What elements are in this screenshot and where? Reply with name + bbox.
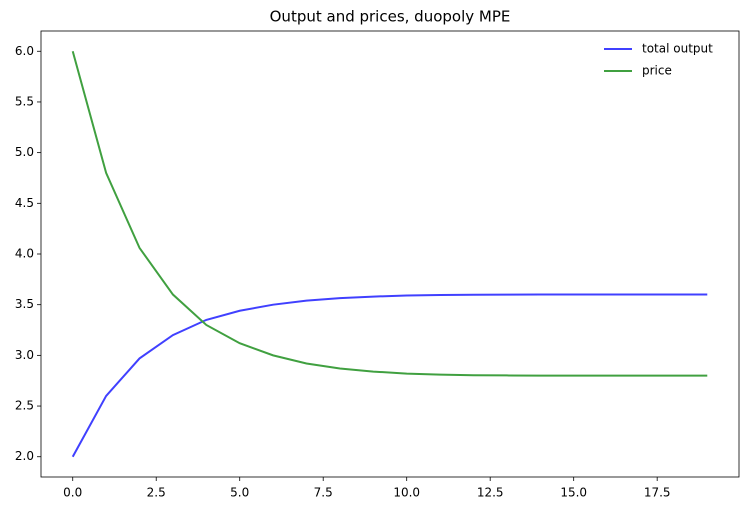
y-tick-label: 3.5 <box>15 297 34 311</box>
x-tick-label: 5.0 <box>230 486 249 500</box>
series-line <box>71 51 708 377</box>
y-tick-label: 5.0 <box>15 145 34 159</box>
x-tick-label: 7.5 <box>314 486 333 500</box>
x-tick-label: 0.0 <box>63 486 82 500</box>
y-tick-label: 4.5 <box>15 196 34 210</box>
series-line <box>71 293 708 458</box>
x-tick-label: 17.5 <box>644 486 671 500</box>
x-tick-label: 12.5 <box>477 486 504 500</box>
x-tick-label: 2.5 <box>147 486 166 500</box>
y-tick-label: 2.5 <box>15 399 34 413</box>
y-tick-label: 6.0 <box>15 44 34 58</box>
y-tick-label: 4.0 <box>15 247 34 261</box>
plot-frame <box>40 30 740 478</box>
y-tick-label: 5.5 <box>15 94 34 108</box>
legend-label: price <box>642 64 672 78</box>
x-tick-label: 15.0 <box>560 486 587 500</box>
legend-label: total output <box>642 42 713 56</box>
y-tick-label: 2.0 <box>15 449 34 463</box>
y-tick-label: 3.0 <box>15 348 34 362</box>
chart-title: Output and prices, duopoly MPE <box>270 8 511 26</box>
x-tick-label: 10.0 <box>393 486 420 500</box>
